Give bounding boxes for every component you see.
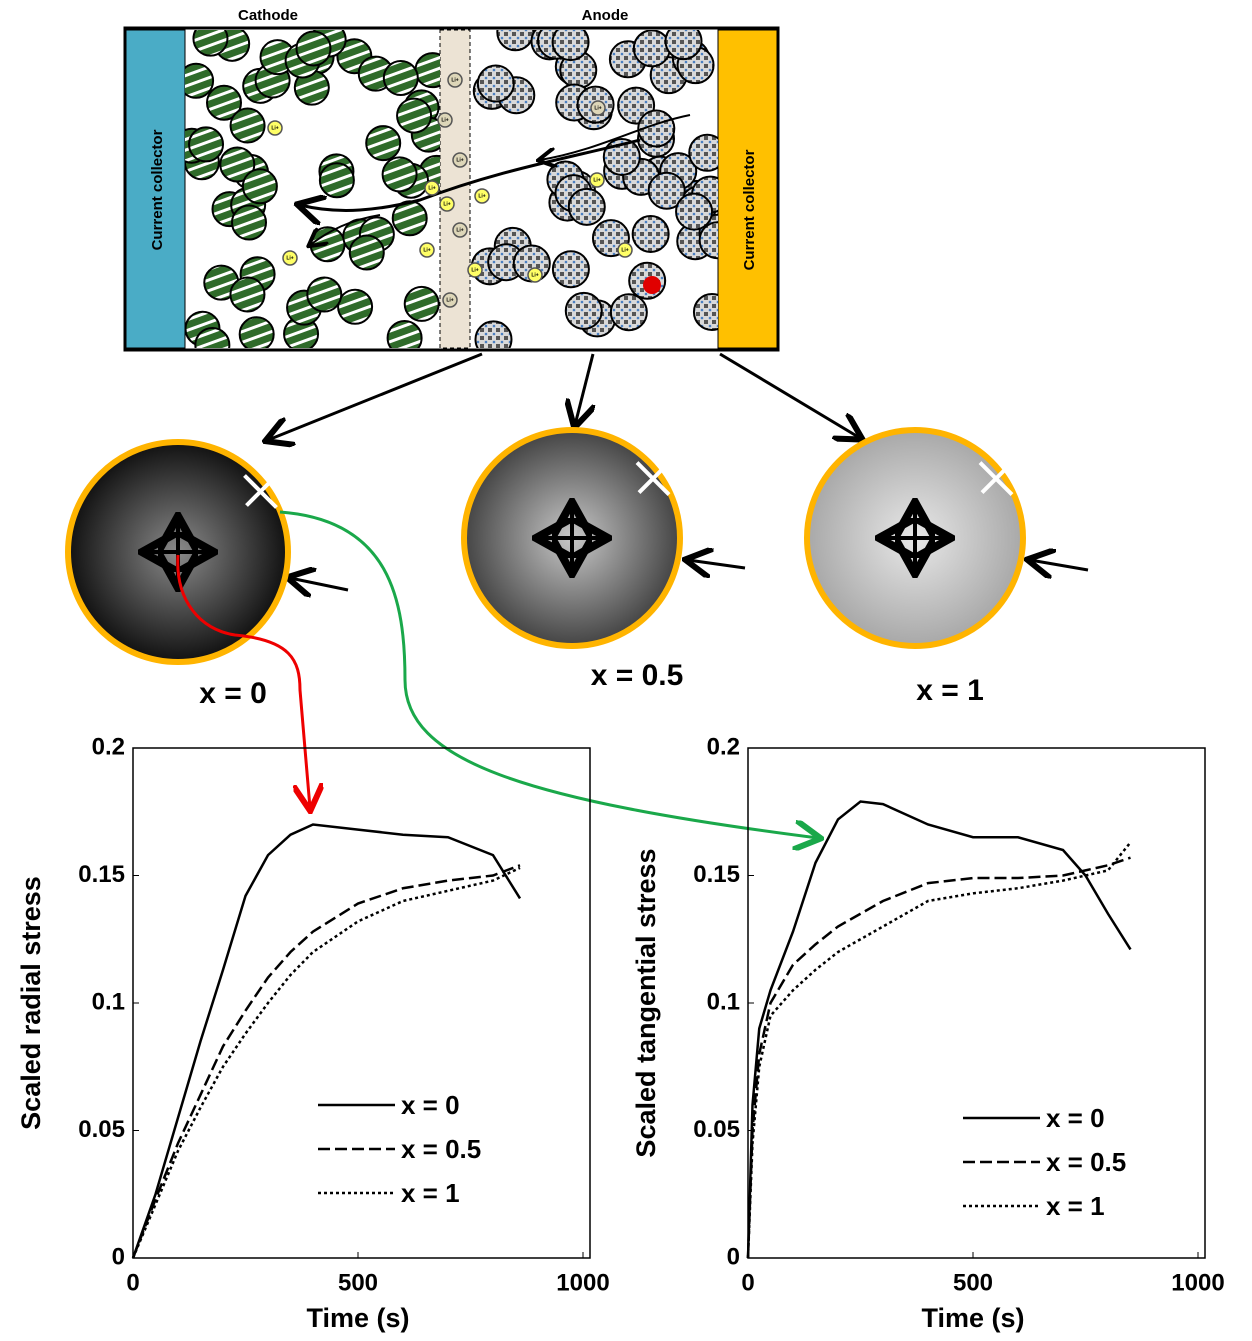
cathode-particle [405,287,439,321]
anode-particle [611,294,647,330]
cathode-particle [384,61,418,95]
y-tick-label: 0.05 [693,1116,740,1143]
legend-label: x = 0 [401,1090,460,1120]
cathode-particle [230,277,264,311]
arrow [720,354,860,438]
arrow [688,560,745,568]
anode-label: Anode [582,7,629,24]
x-tick-label: 1000 [556,1269,609,1296]
cathode-particle [320,163,354,197]
collector-left-label: Current collector [149,129,166,250]
figure: Cathode Anode Current collector Current … [0,0,1252,1341]
anode-particle [633,216,669,252]
ion-label: Li+ [478,193,485,199]
x-axis-label: Time (s) [306,1303,409,1333]
cathode-particle [231,109,265,143]
anode-particle [553,251,589,287]
arrow [290,578,348,590]
anode-particle [478,66,514,102]
cathode-particle [195,328,229,362]
y-axis-label: Scaled tangential stress [631,848,661,1157]
x-tick-label: 0 [126,1269,139,1296]
ion-label: Li+ [443,201,450,207]
cathode-particle [243,169,277,203]
x-axis-label: Time (s) [921,1303,1024,1333]
y-tick-label: 0.1 [707,988,740,1015]
legend-label: x = 0.5 [1046,1147,1126,1177]
defect [643,276,661,294]
y-tick-label: 0.2 [92,733,125,760]
cathode-particle [366,126,400,160]
cathode-label: Cathode [238,7,298,24]
y-tick-label: 0 [727,1243,740,1270]
y-tick-label: 0.1 [92,988,125,1015]
ion-label: Li+ [456,157,463,163]
cathode-particle [307,278,341,312]
arrow [575,354,593,425]
cathode-particle [338,290,372,324]
series-line [748,802,1131,1258]
ion-label: Li+ [471,267,478,273]
cathode-particle [397,99,431,133]
anode-particle [676,194,712,230]
legend-label: x = 0 [1046,1103,1105,1133]
cathode-particle [383,157,417,191]
anode-particle [566,293,602,329]
ion-label: Li+ [456,227,463,233]
collector-right-label: Current collector [741,149,758,270]
battery-cell: Current collector Current collector [125,14,778,362]
ion-label: Li+ [593,177,600,183]
chart: 0 500 1000 0 0.05 0.1 0.15 0.2 Time (s) Scaled ra… [16,733,610,1333]
plot-area [133,748,590,1258]
y-tick-label: 0.15 [693,861,740,888]
anode-particle [475,321,511,357]
series-line [133,868,520,1258]
anode-particle [497,14,533,50]
cathode-particle [350,235,384,269]
y-tick-label: 0.05 [78,1116,125,1143]
ion-label: Li+ [594,105,601,111]
particle-label: x = 0.5 [591,659,684,692]
anode-particle [569,189,605,225]
series-line [133,865,520,1258]
x-tick-label: 0 [741,1269,754,1296]
y-tick-label: 0.15 [78,861,125,888]
cathode-particle [297,31,331,65]
y-tick-label: 0 [112,1243,125,1270]
particle-label: x = 0 [199,677,267,710]
ion-label: Li+ [441,117,448,123]
arrow [1030,560,1088,570]
ion-label: Li+ [446,297,453,303]
plot-area [748,748,1205,1258]
ion-label: Li+ [621,247,628,253]
cathode-particle [240,317,274,351]
ion-label: Li+ [271,125,278,131]
particle-label: x = 1 [916,674,984,707]
ion-label: Li+ [451,77,458,83]
x-tick-label: 1000 [1171,1269,1224,1296]
legend-label: x = 1 [1046,1191,1105,1221]
cathode-particle [232,206,266,240]
legend-label: x = 1 [401,1178,460,1208]
ion-label: Li+ [428,185,435,191]
y-axis-label: Scaled radial stress [16,876,46,1130]
legend-label: x = 0.5 [401,1134,481,1164]
arrow [268,354,482,440]
anode-particle [634,30,670,66]
cathode-particle [189,127,223,161]
ion-label: Li+ [423,247,430,253]
x-tick-label: 500 [953,1269,993,1296]
ion-label: Li+ [286,255,293,261]
ion-label: Li+ [531,272,538,278]
y-tick-label: 0.2 [707,733,740,760]
x-tick-label: 500 [338,1269,378,1296]
